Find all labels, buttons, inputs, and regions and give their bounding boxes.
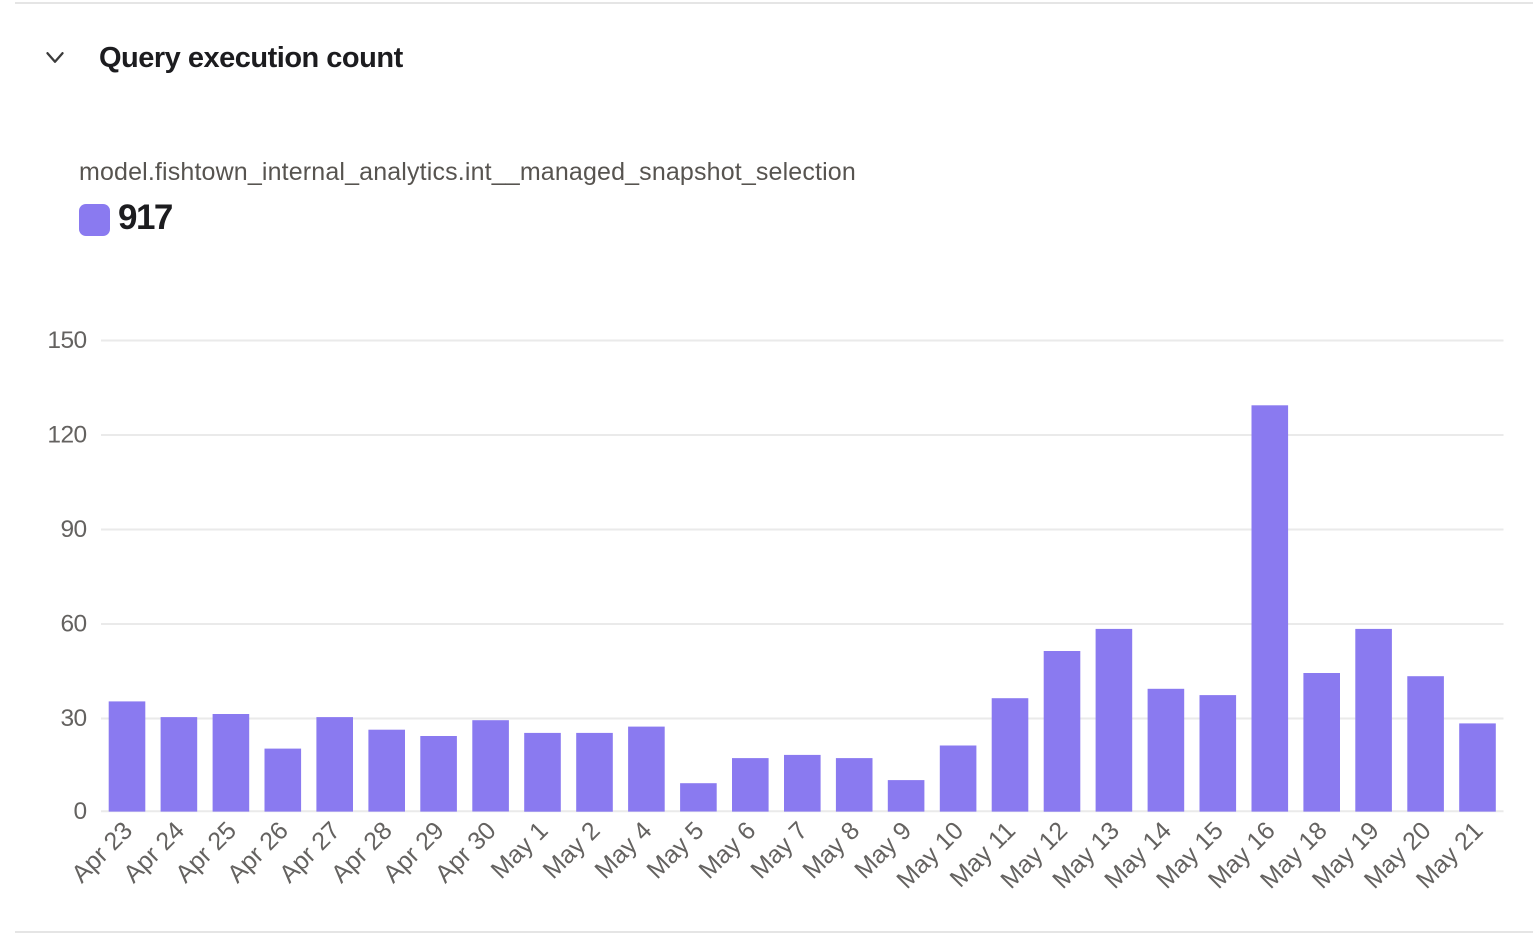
svg-text:60: 60 — [60, 611, 86, 638]
svg-text:May 8: May 8 — [797, 816, 865, 884]
svg-text:May 4: May 4 — [589, 816, 657, 884]
svg-text:May 1: May 1 — [486, 816, 554, 884]
svg-text:May 6: May 6 — [693, 816, 761, 884]
svg-text:May 5: May 5 — [641, 816, 709, 884]
svg-text:0: 0 — [73, 798, 86, 825]
svg-text:May 2: May 2 — [538, 816, 606, 884]
svg-text:May 7: May 7 — [745, 816, 813, 884]
svg-text:90: 90 — [60, 516, 86, 543]
svg-text:120: 120 — [47, 422, 86, 449]
svg-text:30: 30 — [60, 705, 86, 732]
svg-text:150: 150 — [47, 327, 86, 354]
